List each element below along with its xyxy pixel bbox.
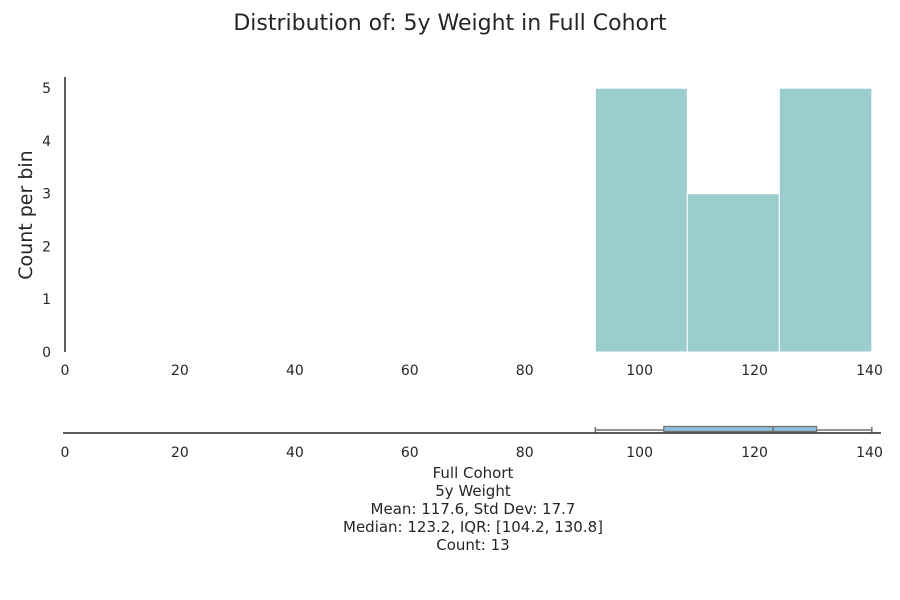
- stats-mean-sd: Mean: 117.6, Std Dev: 17.7: [371, 500, 576, 518]
- stats-group: Full Cohort: [433, 464, 514, 482]
- x-tick-label-120: 120: [741, 363, 768, 379]
- x2-tick-label-60: 60: [401, 445, 419, 461]
- summary-stats: Full Cohort 5y Weight Mean: 117.6, Std D…: [343, 464, 603, 554]
- x2-tick-label-40: 40: [286, 445, 304, 461]
- x-axis-histogram: 0 20 40 60 80 100 120 140: [61, 363, 883, 379]
- x2-tick-label-20: 20: [171, 445, 189, 461]
- stats-median-iqr: Median: 123.2, IQR: [104.2, 130.8]: [343, 518, 603, 536]
- histogram-bar-2: [686, 193, 780, 353]
- x-tick-label-0: 0: [61, 363, 70, 379]
- x2-tick-label-0: 0: [61, 445, 70, 461]
- y-axis: 0 1 2 3 4 5: [42, 77, 66, 361]
- y-tick-label-0: 0: [42, 345, 51, 361]
- x-tick-label-140: 140: [856, 363, 883, 379]
- x2-tick-label-100: 100: [626, 445, 653, 461]
- x2-tick-label-120: 120: [741, 445, 768, 461]
- x-tick-label-100: 100: [626, 363, 653, 379]
- x2-tick-label-140: 140: [856, 445, 883, 461]
- histogram-bar-1: [594, 87, 688, 353]
- histogram-bars: [594, 87, 873, 353]
- y-tick-label-4: 4: [42, 134, 51, 150]
- boxplot: [594, 425, 873, 433]
- stats-variable: 5y Weight: [435, 482, 511, 500]
- x-tick-label-80: 80: [516, 363, 534, 379]
- y-axis-label: Count per bin: [15, 150, 37, 279]
- x-axis-boxplot: 0 20 40 60 80 100 120 140: [61, 432, 883, 461]
- x-tick-label-60: 60: [401, 363, 419, 379]
- x-tick-label-40: 40: [286, 363, 304, 379]
- y-tick-label-3: 3: [42, 187, 51, 203]
- x-tick-label-20: 20: [171, 363, 189, 379]
- chart-title: Distribution of: 5y Weight in Full Cohor…: [233, 11, 667, 36]
- y-tick-label-5: 5: [42, 81, 51, 97]
- stats-count: Count: 13: [436, 536, 509, 554]
- y-tick-label-1: 1: [42, 292, 51, 308]
- x2-tick-label-80: 80: [516, 445, 534, 461]
- histogram-bar-3: [778, 87, 873, 353]
- y-tick-label-2: 2: [42, 239, 51, 255]
- boxplot-box: [663, 425, 818, 433]
